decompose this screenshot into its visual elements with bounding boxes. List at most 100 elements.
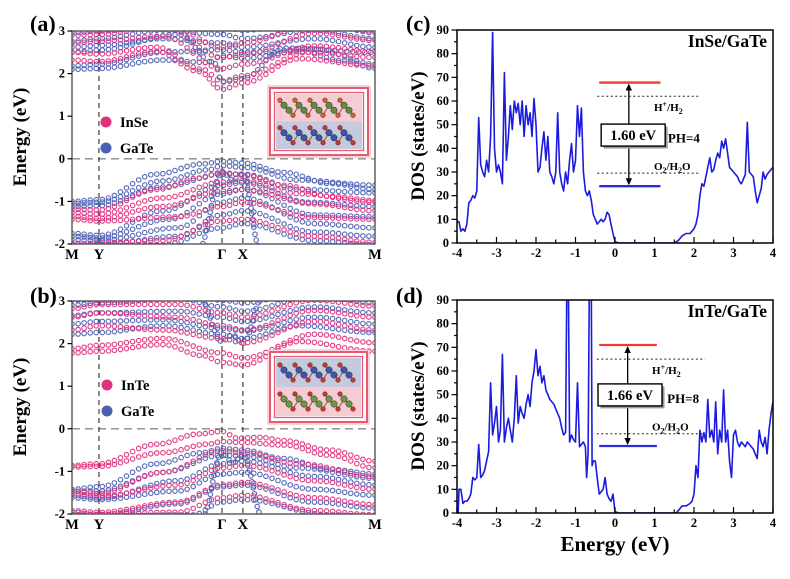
band-dot [353,206,360,213]
band-dot [87,311,94,317]
band-dot [141,37,148,43]
band-dot [202,347,209,354]
band-dot [172,235,178,242]
band-dot [372,486,375,493]
band-dot [281,202,287,209]
band-dot [323,214,330,221]
band-dot [184,230,190,237]
band-dot [220,44,227,50]
band-dot [281,59,287,66]
band-dot [366,31,372,34]
band-dot [190,331,197,338]
band-dot [209,196,216,203]
band-dot [167,24,172,29]
band-dot [335,512,342,514]
band-dot [238,80,245,86]
band-dot [149,23,154,28]
band-dot [147,235,154,242]
band-dot [153,301,160,308]
band-dot [222,452,229,459]
band-dot [367,293,372,298]
band-dot [275,218,281,224]
band-dot [323,221,330,227]
band-dot [117,495,124,501]
band-dot [141,198,148,204]
band-dot [360,329,366,335]
band-dot [226,351,233,358]
band-dot [329,333,336,339]
band-dot [317,511,324,514]
band-dot [196,224,203,231]
band-dot [190,177,197,184]
band-dot [360,313,366,320]
band-dot [317,307,324,314]
band-dot [123,317,130,324]
band-dot [287,337,294,344]
band-dot [341,307,348,313]
band-dot [135,445,142,452]
band-dot [305,43,312,50]
band-dot [184,48,190,55]
band-dot [323,50,330,57]
band-dot [82,31,86,32]
band-dot [196,332,203,339]
band-dot [347,181,354,187]
band-dot [293,33,300,40]
band-dot [117,310,124,317]
band-dot [147,485,154,491]
band-dot [329,31,336,35]
anion-atom [322,125,328,131]
band-dot [202,499,209,506]
band-dot [135,177,142,183]
band-dot [167,301,171,302]
band-dot [142,291,147,296]
band-dot [311,212,318,218]
band-dot [335,343,342,350]
band-dot [166,499,172,506]
band-dot [281,226,287,233]
band-dot [232,353,239,360]
band-dot [93,463,100,470]
band-dot [190,32,197,38]
band-dot [117,318,124,324]
band-dot [117,212,124,219]
band-dot [123,54,130,60]
band-dot [281,301,287,305]
band-dot [238,55,245,62]
band-dot [232,171,239,178]
band-dot [135,317,142,324]
band-dot [341,455,348,462]
band-dot [271,49,277,56]
band-dot [335,480,342,487]
band-dot [123,238,130,244]
band-dot [275,206,281,213]
band-dot [202,206,209,213]
band-dot [317,43,324,49]
band-dot [372,48,375,55]
band-dot [196,193,203,199]
band-dot [117,226,124,233]
band-dot [287,223,294,230]
band-dot [141,34,148,40]
band-dot [129,35,136,42]
band-dot [281,182,287,189]
band-dot [147,317,154,323]
band-dot [341,222,348,229]
y-tick-label: 70 [437,70,450,84]
band-dot [281,56,287,63]
band-dot [87,38,94,45]
band-dot [135,504,142,511]
band-dot [93,61,100,68]
band-dot [190,59,197,65]
band-dot [81,50,87,56]
band-dot [105,234,112,241]
band-dot [232,74,239,81]
panel-d-label: (d) [396,283,423,308]
band-dot [366,207,372,214]
band-dot [214,76,221,83]
y-tick-label: 60 [437,364,450,378]
band-dot [155,19,160,24]
band-dot [287,324,294,330]
band-dot [256,509,262,514]
band-dot [147,509,154,514]
